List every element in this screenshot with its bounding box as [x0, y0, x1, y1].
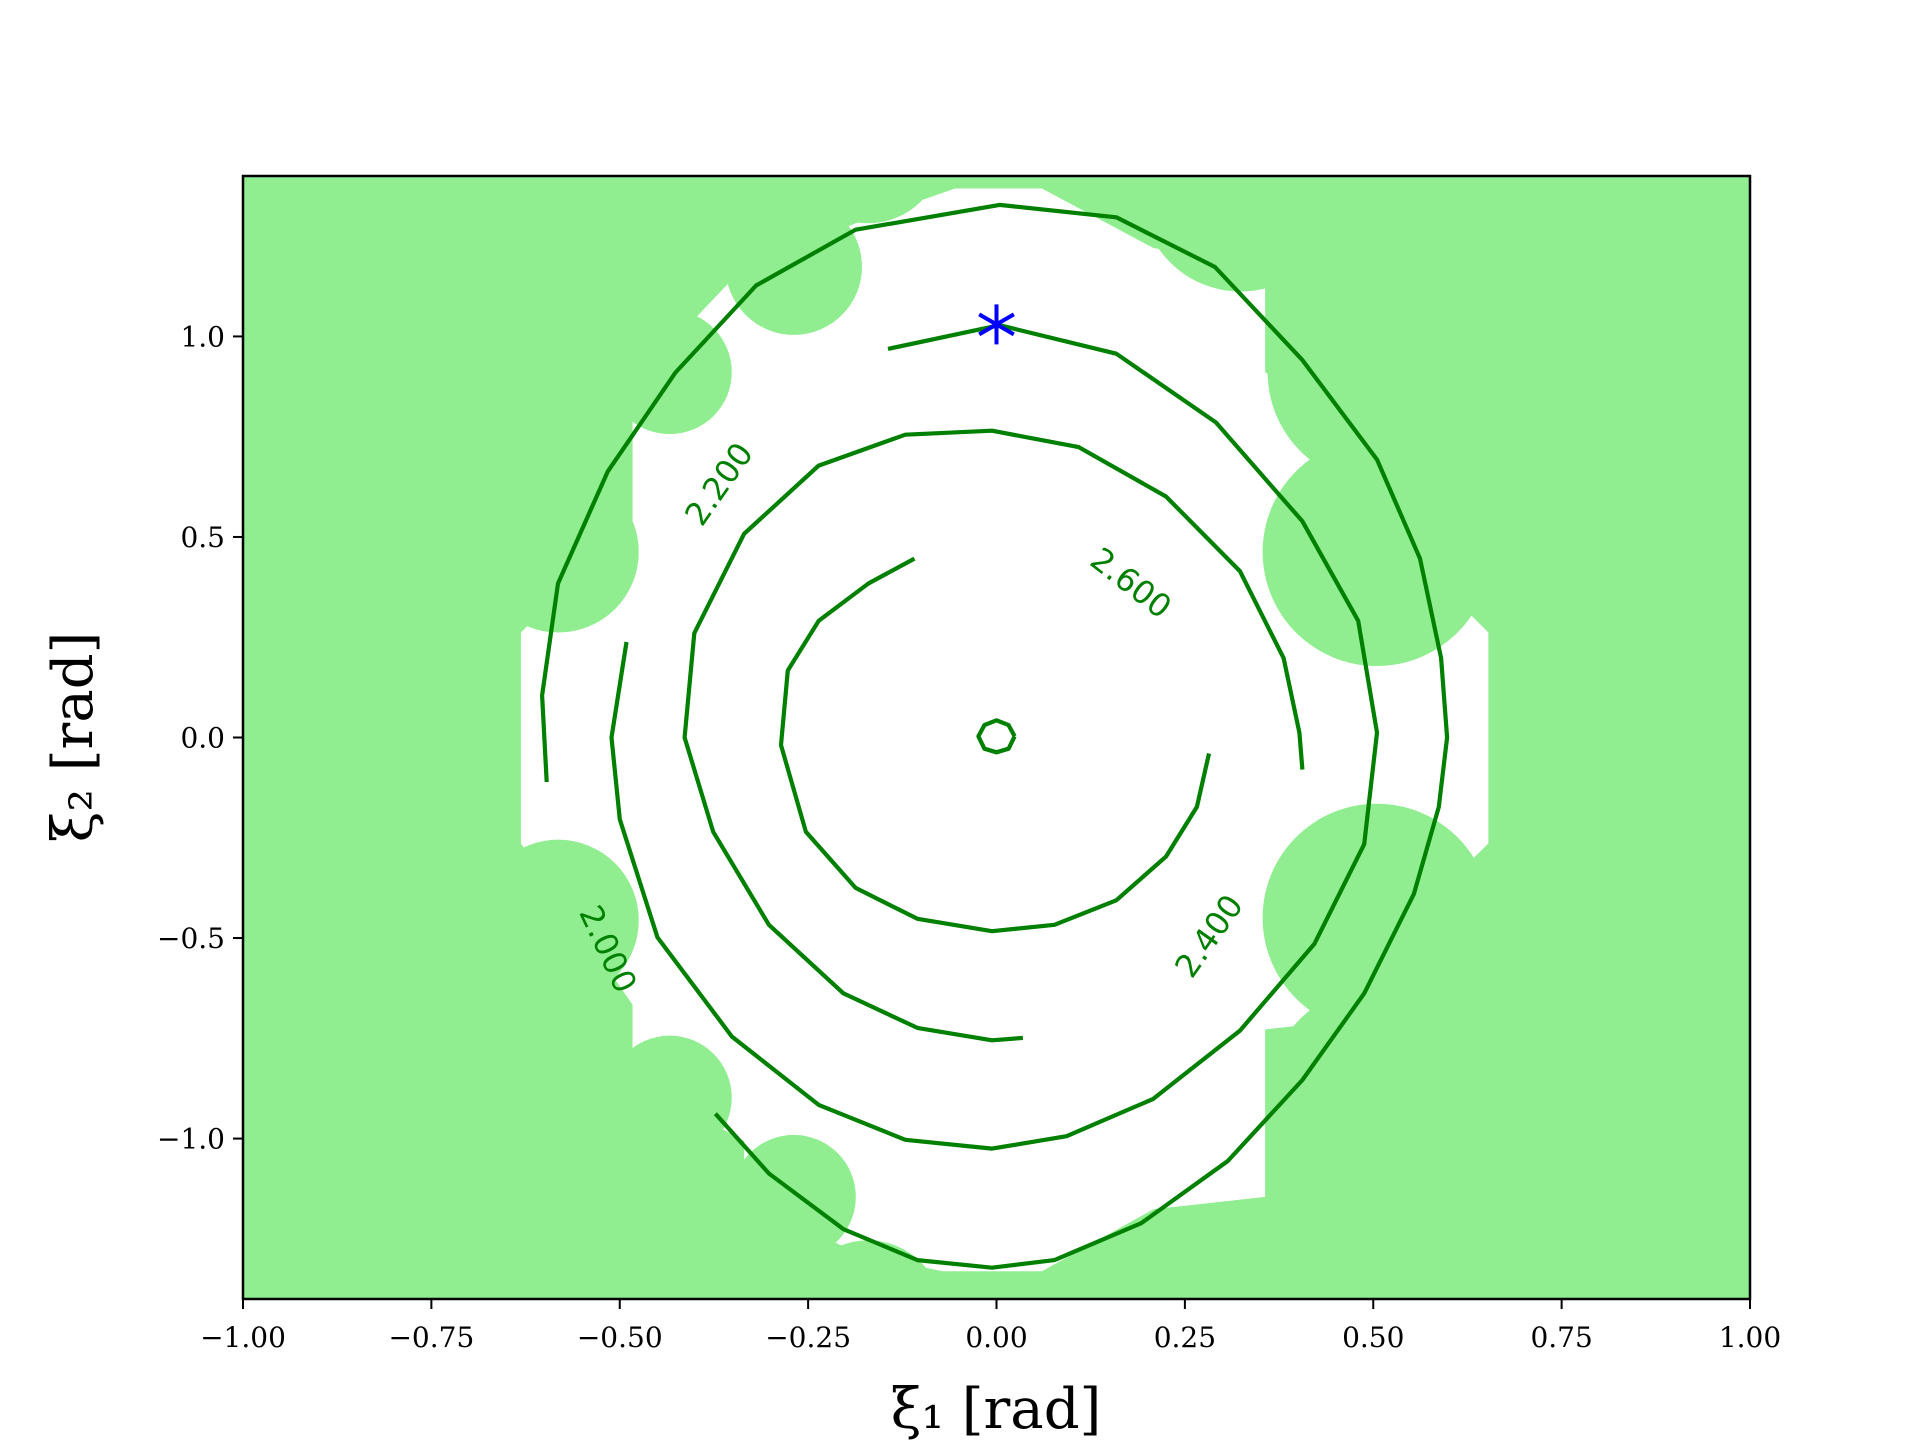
y-tick-label: 0.5 — [180, 521, 225, 554]
contour-line — [778, 556, 1212, 934]
y-tick-label: 0.0 — [180, 722, 225, 755]
y-axis-label: ξ₂ [rad] — [41, 632, 106, 843]
contour-line — [976, 718, 1017, 755]
x-tick-label: 0.25 — [1154, 1321, 1216, 1354]
x-tick-label: −0.25 — [765, 1321, 851, 1354]
x-tick-label: 1.00 — [1719, 1321, 1781, 1354]
x-tick-label: −0.50 — [577, 1321, 663, 1354]
marker-stroke — [978, 312, 1015, 337]
y-tick-label: −1.0 — [157, 1123, 225, 1156]
contour-line — [540, 202, 1450, 1270]
x-axis-label: ξ₁ [rad] — [891, 1377, 1102, 1440]
y-tick-label: −0.5 — [157, 922, 225, 955]
x-tick-label: 0.50 — [1342, 1321, 1404, 1354]
x-tick-label: −1.00 — [200, 1321, 286, 1354]
optimum-marker — [978, 304, 1015, 345]
x-tick-label: 0.00 — [965, 1321, 1027, 1354]
contour-line — [609, 323, 1380, 1151]
contour-line — [682, 428, 1305, 1043]
y-tick-label: 1.0 — [180, 320, 225, 353]
x-tick-label: −0.75 — [388, 1321, 474, 1354]
x-tick-label: 0.75 — [1530, 1321, 1592, 1354]
